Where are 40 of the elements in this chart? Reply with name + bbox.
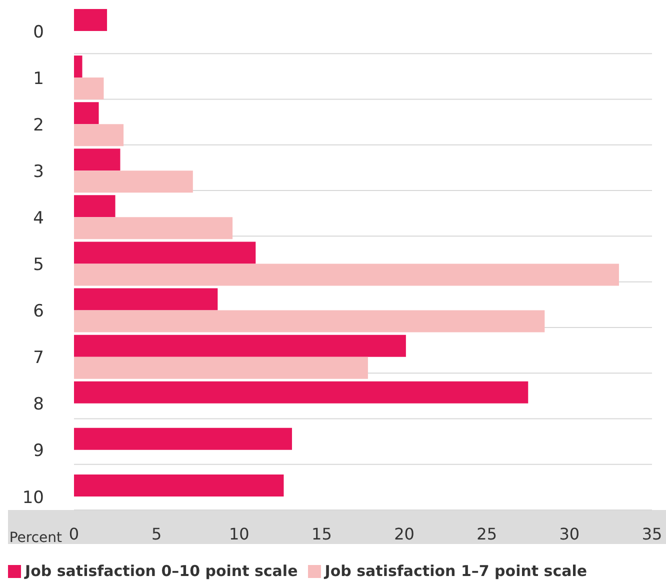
bar	[74, 170, 193, 193]
legend-label: Job satisfaction 0–10 point scale	[25, 562, 298, 580]
bar	[74, 474, 284, 496]
bar	[74, 56, 82, 78]
x-tick-label: 5	[151, 524, 162, 544]
x-tick-label: 20	[394, 524, 414, 544]
y-tick-label: 5	[33, 255, 44, 276]
y-tick-label: 10	[22, 488, 44, 508]
x-tick-label: 35	[642, 524, 662, 544]
x-tick-label: 30	[559, 524, 580, 544]
y-tick-label: 8	[33, 394, 44, 415]
bar	[74, 381, 528, 404]
x-tick-label: 10	[228, 524, 250, 544]
bar	[74, 217, 233, 240]
y-tick-label: 9	[33, 441, 44, 462]
y-tick-label: 0	[33, 22, 44, 42]
x-tick-label: 25	[476, 524, 498, 544]
bar	[74, 356, 368, 379]
bar	[74, 310, 545, 332]
y-tick-label: 3	[33, 162, 44, 182]
bar	[74, 148, 120, 171]
bar	[74, 102, 99, 124]
bar	[74, 78, 104, 100]
bar	[74, 9, 108, 31]
bar	[74, 288, 218, 310]
bar	[74, 195, 116, 218]
y-tick-label: 1	[33, 68, 44, 89]
y-tick-label: 7	[33, 348, 44, 368]
bar	[74, 124, 124, 146]
legend-label: Job satisfaction 1–7 point scale	[324, 562, 588, 580]
y-tick-label: 6	[33, 302, 44, 322]
x-axis-title: Percent	[9, 530, 62, 546]
y-tick-label: 2	[33, 115, 44, 136]
bar	[74, 264, 619, 286]
bar	[74, 242, 256, 264]
x-tick-label: 0	[68, 524, 80, 544]
x-tick-label: 15	[312, 524, 332, 544]
y-tick-label: 4	[33, 208, 44, 228]
bar	[74, 428, 292, 450]
bar	[74, 334, 406, 357]
